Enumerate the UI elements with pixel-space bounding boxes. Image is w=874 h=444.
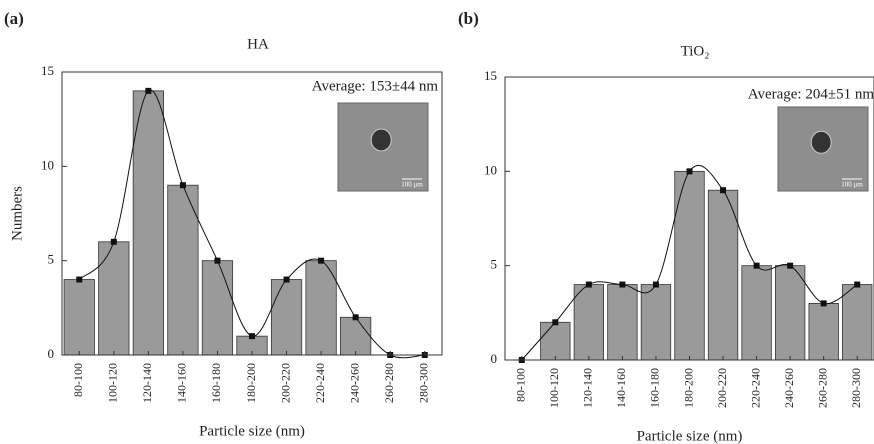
y-tick-label: 5 bbox=[48, 252, 55, 267]
x-tick-label: 160-180 bbox=[209, 363, 223, 403]
bar bbox=[774, 265, 806, 361]
bar bbox=[305, 260, 337, 356]
y-tick-label: 15 bbox=[484, 68, 497, 83]
x-tick-label: 280-300 bbox=[416, 363, 430, 403]
y-tick-label: 10 bbox=[41, 157, 54, 172]
bar bbox=[741, 265, 772, 361]
bar bbox=[707, 189, 739, 361]
y-tick-label: 0 bbox=[48, 346, 55, 361]
panel-label: (a) bbox=[4, 9, 24, 28]
panel: (b) TiO₂ 0 5 10 15 80-100 100-120 120-140 140-160… bbox=[458, 9, 874, 444]
chart-title: HA bbox=[247, 36, 269, 52]
x-tick-label: 140-160 bbox=[614, 368, 628, 408]
x-tick-label: 200-220 bbox=[715, 368, 729, 408]
x-tick-label: 260-280 bbox=[382, 363, 396, 403]
bar bbox=[674, 170, 705, 361]
fit-curve bbox=[78, 89, 425, 359]
bar bbox=[270, 279, 303, 356]
x-tick-label: 160-180 bbox=[648, 368, 662, 408]
x-tick-label: 80-100 bbox=[71, 363, 85, 397]
x-tick-label: 100-120 bbox=[106, 363, 120, 403]
annotation: Average: 204±51 nm bbox=[748, 86, 874, 102]
x-tick-label: 120-140 bbox=[140, 363, 154, 403]
x-tick-label: 180-200 bbox=[681, 368, 695, 408]
bar bbox=[540, 321, 571, 361]
x-tick-label: 140-160 bbox=[175, 363, 189, 403]
chart-title: TiO₂ bbox=[681, 43, 710, 59]
plot-frame bbox=[504, 76, 874, 361]
x-tick-label: 80-100 bbox=[514, 368, 528, 402]
x-tick-label: 220-240 bbox=[313, 363, 327, 403]
plot-frame bbox=[61, 71, 443, 356]
bar bbox=[201, 260, 234, 356]
bar bbox=[63, 279, 95, 356]
x-tick-label: 240-260 bbox=[782, 368, 796, 408]
bar bbox=[340, 316, 372, 356]
bar bbox=[640, 284, 672, 361]
y-tick-label: 10 bbox=[484, 162, 497, 177]
y-tick-label: 15 bbox=[41, 63, 54, 78]
x-tick-label: 280-300 bbox=[849, 368, 863, 408]
bar bbox=[842, 284, 873, 361]
x-tick-label: 260-280 bbox=[815, 368, 829, 408]
inset-scale: 100 μm bbox=[841, 181, 863, 189]
y-tick-label: 0 bbox=[491, 351, 498, 366]
bar bbox=[573, 284, 605, 361]
inset-scale: 100 μm bbox=[401, 181, 423, 189]
x-axis-label: Particle size (nm) bbox=[199, 423, 305, 439]
x-axis-label: Particle size (nm) bbox=[637, 428, 743, 444]
y-tick-label: 5 bbox=[491, 257, 498, 272]
x-tick-label: 240-260 bbox=[347, 363, 361, 403]
panel: (a) HA 0 5 10 15 80-100 100-120 120-140 140-160 16… bbox=[4, 9, 443, 439]
bar bbox=[132, 90, 164, 356]
panel-label: (b) bbox=[458, 9, 479, 28]
x-tick-label: 200-220 bbox=[278, 363, 292, 403]
inset-particle bbox=[810, 130, 832, 154]
y-axis-label: Numbers bbox=[9, 186, 25, 241]
bar bbox=[808, 302, 839, 361]
x-tick-label: 220-240 bbox=[748, 368, 762, 408]
bar bbox=[167, 184, 199, 356]
x-tick-label: 100-120 bbox=[547, 368, 561, 408]
inset-particle bbox=[370, 128, 392, 152]
annotation: Average: 153±44 nm bbox=[312, 78, 439, 94]
bar bbox=[98, 241, 130, 356]
x-tick-label: 180-200 bbox=[244, 363, 258, 403]
fit-curve bbox=[521, 164, 858, 361]
x-tick-label: 120-140 bbox=[581, 368, 595, 408]
bar bbox=[607, 284, 638, 361]
